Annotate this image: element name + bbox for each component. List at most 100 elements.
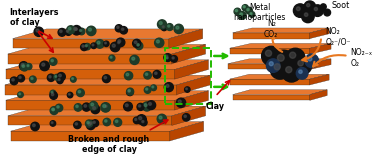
Circle shape	[184, 87, 190, 92]
Circle shape	[109, 55, 115, 61]
Circle shape	[76, 105, 78, 108]
Circle shape	[144, 104, 147, 107]
Circle shape	[143, 102, 152, 111]
Circle shape	[12, 79, 14, 81]
Circle shape	[164, 83, 174, 92]
Circle shape	[166, 84, 169, 87]
Circle shape	[132, 57, 135, 60]
Circle shape	[19, 76, 21, 79]
Circle shape	[137, 115, 146, 124]
Circle shape	[142, 121, 144, 123]
Circle shape	[91, 103, 94, 106]
Circle shape	[115, 25, 122, 32]
Circle shape	[164, 54, 172, 61]
Circle shape	[166, 24, 173, 30]
Circle shape	[246, 7, 253, 14]
Circle shape	[171, 55, 177, 62]
Circle shape	[296, 68, 308, 79]
Circle shape	[51, 91, 53, 93]
Circle shape	[78, 91, 81, 93]
Circle shape	[110, 56, 112, 58]
Circle shape	[87, 121, 95, 130]
Text: Soot: Soot	[332, 1, 350, 10]
Circle shape	[299, 70, 302, 73]
Circle shape	[266, 59, 280, 72]
Circle shape	[249, 12, 255, 17]
Circle shape	[149, 103, 152, 105]
Circle shape	[302, 10, 314, 23]
Circle shape	[147, 101, 156, 109]
Circle shape	[52, 108, 54, 111]
Polygon shape	[310, 43, 331, 54]
Circle shape	[101, 103, 110, 112]
Polygon shape	[12, 29, 203, 39]
Circle shape	[270, 60, 290, 79]
Circle shape	[54, 74, 60, 80]
Circle shape	[31, 77, 33, 79]
Circle shape	[92, 44, 94, 46]
Circle shape	[127, 89, 133, 96]
Circle shape	[55, 76, 57, 77]
Polygon shape	[230, 79, 310, 85]
Circle shape	[135, 42, 143, 50]
Circle shape	[72, 78, 73, 79]
Circle shape	[186, 88, 187, 90]
Circle shape	[157, 114, 166, 124]
Circle shape	[286, 48, 305, 68]
Circle shape	[55, 104, 63, 112]
Circle shape	[104, 76, 107, 79]
Text: Metal
nanoparticles: Metal nanoparticles	[234, 3, 286, 22]
Circle shape	[74, 27, 77, 30]
Circle shape	[67, 30, 68, 32]
Circle shape	[87, 26, 96, 36]
Circle shape	[274, 64, 280, 70]
Polygon shape	[5, 75, 211, 85]
Circle shape	[304, 13, 308, 16]
Circle shape	[65, 29, 71, 35]
Circle shape	[72, 26, 81, 35]
Circle shape	[60, 30, 62, 33]
Circle shape	[152, 86, 154, 88]
Circle shape	[293, 4, 307, 17]
Circle shape	[18, 92, 23, 97]
Polygon shape	[310, 59, 331, 70]
Circle shape	[89, 101, 98, 110]
Circle shape	[10, 77, 18, 85]
Circle shape	[144, 72, 151, 79]
Circle shape	[178, 100, 181, 103]
Circle shape	[51, 107, 57, 114]
Circle shape	[174, 24, 183, 33]
Circle shape	[290, 52, 296, 58]
Circle shape	[77, 89, 84, 97]
Circle shape	[133, 117, 140, 124]
Circle shape	[156, 40, 160, 43]
Circle shape	[112, 44, 115, 47]
Circle shape	[161, 25, 167, 31]
Circle shape	[51, 59, 53, 62]
Circle shape	[137, 44, 139, 46]
Circle shape	[67, 26, 75, 34]
Circle shape	[155, 72, 157, 74]
Circle shape	[57, 77, 63, 84]
Circle shape	[74, 104, 82, 111]
Circle shape	[91, 43, 96, 49]
Circle shape	[82, 45, 84, 47]
Circle shape	[321, 4, 326, 10]
Polygon shape	[310, 90, 327, 100]
Circle shape	[103, 118, 110, 126]
Circle shape	[158, 20, 167, 29]
Circle shape	[146, 73, 148, 75]
Circle shape	[265, 50, 272, 56]
Circle shape	[88, 123, 91, 125]
Polygon shape	[8, 106, 206, 116]
Polygon shape	[6, 91, 209, 100]
Circle shape	[88, 120, 95, 128]
Circle shape	[307, 3, 310, 7]
Circle shape	[242, 5, 248, 11]
Circle shape	[262, 46, 281, 66]
Circle shape	[239, 12, 246, 19]
Circle shape	[314, 7, 318, 11]
Circle shape	[130, 55, 139, 64]
Polygon shape	[172, 106, 206, 125]
Circle shape	[75, 123, 77, 125]
